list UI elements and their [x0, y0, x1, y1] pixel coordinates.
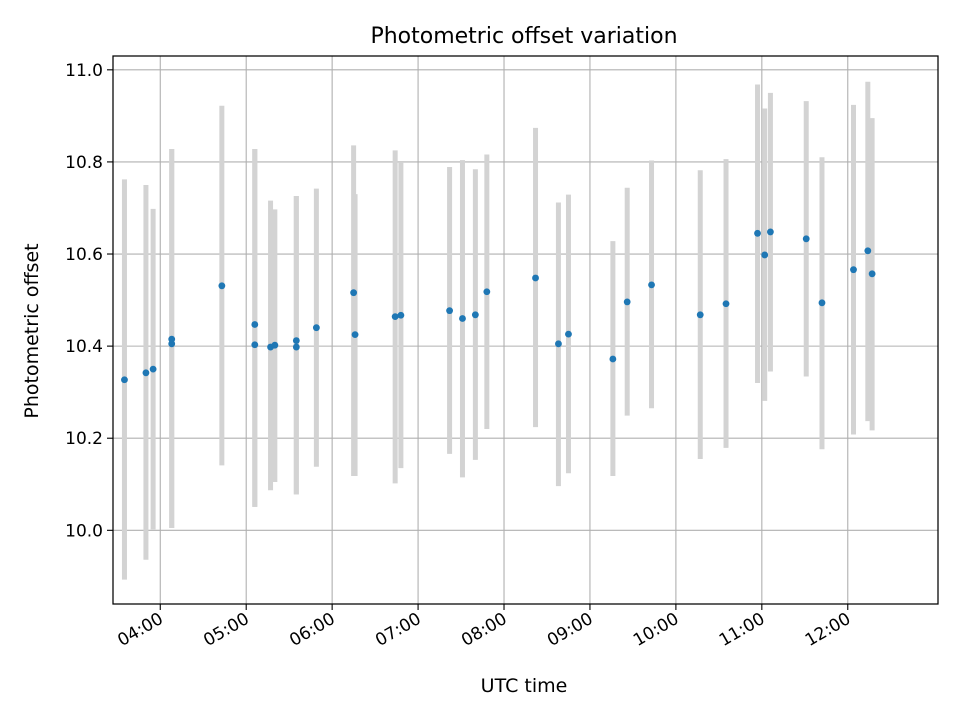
data-point: [292, 337, 300, 344]
grid-lines: [113, 56, 938, 604]
data-point: [802, 235, 810, 243]
data-points: [121, 228, 876, 384]
data-point: [555, 340, 562, 348]
data-point: [459, 315, 466, 322]
data-point: [818, 299, 826, 307]
data-point: [251, 341, 259, 349]
y-tick-label: 10.0: [65, 521, 103, 541]
data-point: [850, 266, 857, 274]
data-point: [168, 335, 176, 343]
data-point: [864, 247, 872, 255]
chart-title: Photometric offset variation: [370, 24, 677, 49]
data-point: [350, 289, 358, 297]
data-point: [767, 228, 774, 236]
data-point: [218, 282, 226, 290]
data-point: [312, 324, 320, 332]
data-point: [696, 311, 704, 319]
data-point: [868, 270, 876, 278]
x-axis-label: UTC time: [481, 675, 568, 697]
data-point: [565, 330, 572, 338]
y-axis-ticks: 10.0 10.2 10.4 10.6 10.8 11.0: [65, 61, 113, 541]
data-point: [292, 343, 300, 351]
data-point: [483, 288, 491, 296]
data-point: [251, 321, 259, 328]
y-tick-label: 10.8: [65, 153, 103, 173]
data-point: [754, 229, 761, 237]
data-point: [446, 307, 453, 315]
data-point: [397, 311, 405, 319]
y-axis-label: Photometric offset: [21, 243, 43, 418]
axes-frame: [112, 55, 939, 605]
data-point: [623, 298, 631, 306]
data-point: [351, 331, 359, 339]
data-point: [142, 369, 150, 377]
data-point: [532, 274, 539, 282]
data-point: [761, 251, 769, 259]
y-tick-label: 10.4: [65, 337, 103, 357]
data-point: [609, 355, 617, 363]
data-point: [391, 313, 399, 321]
data-point: [722, 300, 730, 308]
data-point: [121, 376, 128, 384]
y-tick-label: 11.0: [65, 61, 103, 81]
data-point: [648, 281, 655, 289]
data-point: [149, 365, 157, 373]
y-tick-label: 10.2: [65, 429, 103, 449]
data-point: [471, 311, 479, 319]
data-point: [271, 341, 279, 349]
y-tick-label: 10.6: [65, 245, 103, 265]
